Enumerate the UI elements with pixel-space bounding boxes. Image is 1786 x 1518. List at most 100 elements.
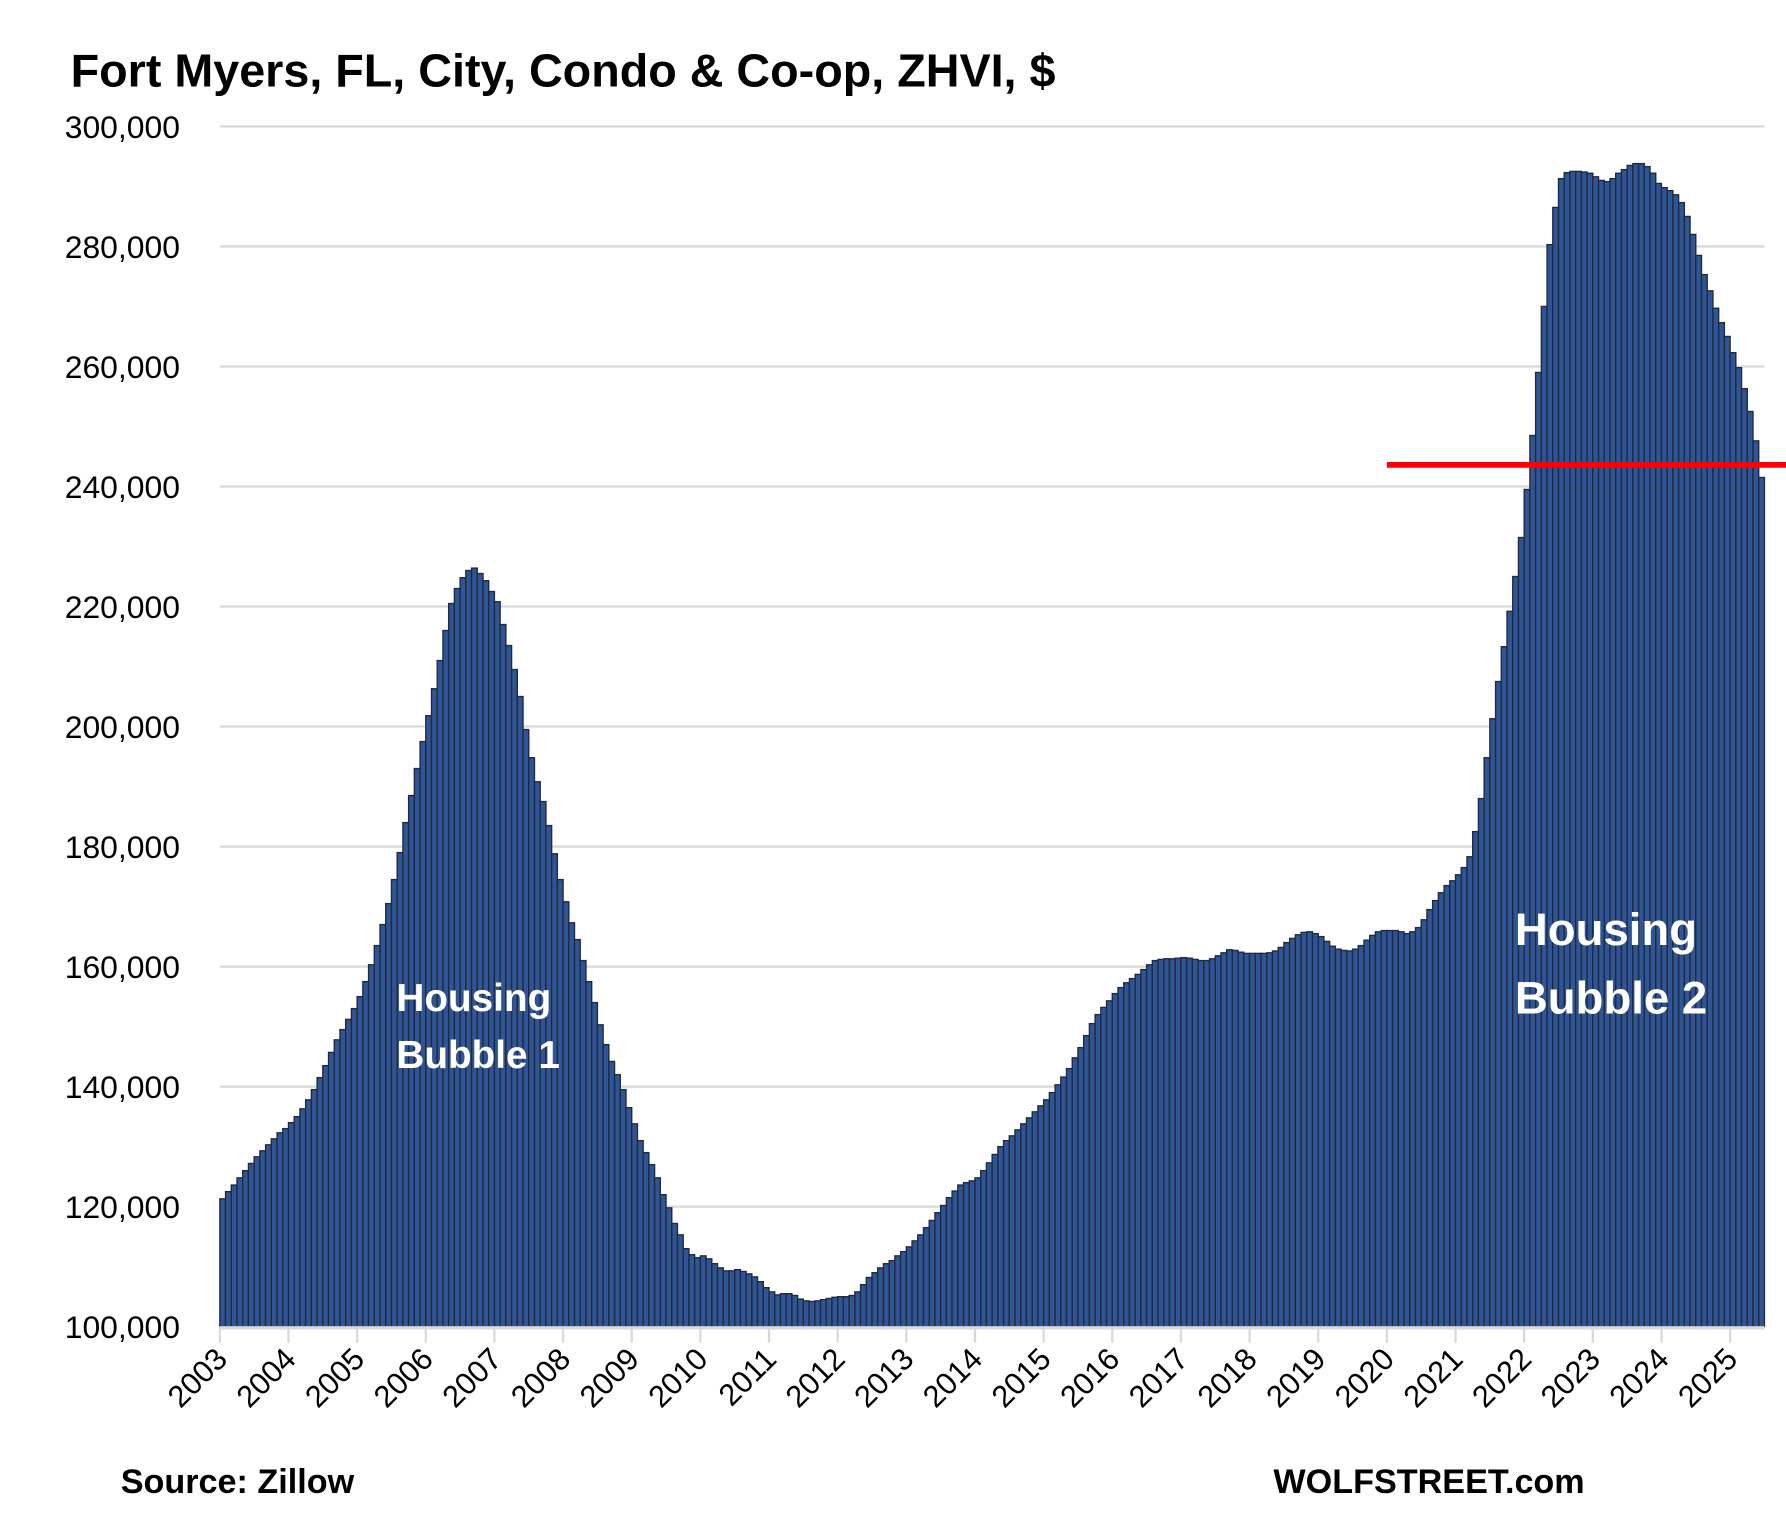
- bar: [1386, 929, 1394, 1328]
- bar: [1288, 937, 1297, 1328]
- bar: [1260, 952, 1268, 1328]
- bar: [1037, 1105, 1045, 1328]
- bar: [1088, 1022, 1096, 1328]
- bar: [636, 1139, 644, 1328]
- bar: [1540, 305, 1548, 1328]
- x-tick-label: 2008: [504, 1341, 577, 1414]
- bar: [671, 1222, 679, 1328]
- bar: [865, 1276, 873, 1328]
- y-tick-label: 240,000: [65, 469, 180, 505]
- bar: [1094, 1013, 1102, 1328]
- credit-label: WOLFSTREET.com: [1273, 1463, 1584, 1501]
- x-tick-label: 2003: [161, 1341, 234, 1414]
- bar: [899, 1250, 908, 1328]
- bar: [985, 1162, 993, 1328]
- x-tick-label: 2024: [1602, 1341, 1675, 1414]
- bar: [1437, 892, 1445, 1328]
- annotation-bubble-1-line-1: Housing: [396, 977, 551, 1020]
- bar: [659, 1193, 667, 1328]
- bar: [1597, 179, 1605, 1328]
- bar: [1712, 307, 1720, 1328]
- bar: [1431, 899, 1440, 1328]
- bar: [728, 1270, 736, 1328]
- bar: [1403, 932, 1411, 1328]
- bar: [1283, 941, 1291, 1328]
- bar: [814, 1300, 822, 1328]
- bar: [242, 1169, 250, 1328]
- bar: [310, 1088, 318, 1328]
- bar: [488, 590, 496, 1328]
- bar: [1174, 957, 1182, 1328]
- bar: [1134, 973, 1142, 1328]
- bar: [859, 1283, 867, 1328]
- bar: [550, 853, 559, 1328]
- x-tick-label: 2023: [1534, 1341, 1607, 1414]
- bar: [276, 1132, 284, 1328]
- bar: [345, 1018, 353, 1328]
- bar: [1002, 1139, 1010, 1328]
- bar: [385, 902, 393, 1328]
- bar: [836, 1295, 845, 1328]
- bar: [259, 1150, 267, 1328]
- bar: [1060, 1076, 1068, 1328]
- bar: [745, 1273, 753, 1328]
- bar: [1220, 952, 1228, 1328]
- bar: [676, 1234, 684, 1328]
- annotation-bubble-1-line-2: Bubble 1: [396, 1034, 560, 1077]
- bar: [1746, 410, 1754, 1328]
- bar: [1145, 964, 1154, 1328]
- bar: [1689, 233, 1697, 1328]
- bar: [1637, 162, 1645, 1328]
- bar: [1065, 1067, 1073, 1328]
- bar: [1214, 955, 1222, 1328]
- x-tick-label: 2019: [1259, 1341, 1332, 1414]
- bar: [716, 1267, 724, 1328]
- bar: [1620, 168, 1628, 1328]
- bar: [453, 587, 461, 1328]
- bar: [1328, 945, 1337, 1328]
- x-tick-label: 2025: [1671, 1341, 1744, 1414]
- bar: [1357, 944, 1365, 1328]
- bar: [339, 1028, 347, 1328]
- x-tick-label: 2013: [847, 1341, 920, 1414]
- bar: [1666, 189, 1674, 1328]
- y-tick-label: 220,000: [65, 589, 180, 625]
- bar: [1042, 1099, 1051, 1328]
- bar: [304, 1099, 313, 1328]
- bar: [1369, 934, 1377, 1328]
- bar: [1563, 171, 1571, 1328]
- bar: [1237, 951, 1245, 1328]
- bar: [756, 1280, 764, 1328]
- bar: [602, 1043, 610, 1328]
- bar: [796, 1298, 805, 1328]
- bar: [1300, 931, 1308, 1328]
- bar: [957, 1184, 965, 1328]
- bar: [962, 1181, 970, 1328]
- bar: [270, 1138, 278, 1328]
- y-tick-label: 180,000: [65, 829, 180, 865]
- bar: [682, 1247, 690, 1328]
- bar: [739, 1270, 747, 1328]
- bar: [1677, 201, 1686, 1328]
- x-tick-label: 2020: [1328, 1341, 1401, 1414]
- bar: [224, 1190, 232, 1328]
- bar: [1740, 387, 1748, 1328]
- bar: [1735, 366, 1743, 1328]
- annotation-bubble-2-line-2: Bubble 2: [1515, 973, 1707, 1024]
- bar: [613, 1073, 621, 1328]
- bar: [917, 1234, 925, 1328]
- bar: [333, 1039, 341, 1328]
- bar: [1197, 959, 1205, 1328]
- bar: [854, 1291, 862, 1328]
- bar: [1603, 180, 1611, 1328]
- bar: [1649, 172, 1657, 1328]
- bar: [1695, 254, 1703, 1328]
- bar: [1157, 958, 1165, 1328]
- bar: [945, 1196, 953, 1328]
- bar: [1226, 949, 1234, 1328]
- y-tick-label: 280,000: [65, 229, 180, 265]
- bar: [1117, 986, 1125, 1328]
- bar: [1128, 977, 1136, 1328]
- bar: [1483, 757, 1491, 1328]
- bars: [219, 162, 1766, 1328]
